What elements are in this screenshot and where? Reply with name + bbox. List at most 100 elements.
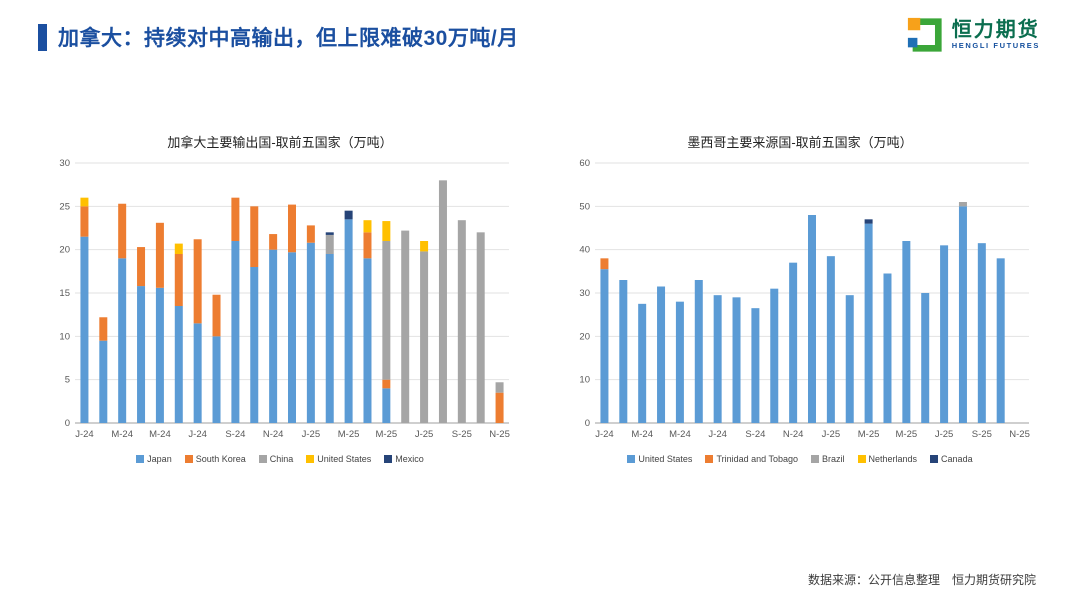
bar-segment	[864, 223, 873, 423]
chart-canada-exports: 加拿大主要输出国-取前五国家（万吨） 0 5 10 15 20 25 30 J-24 M-24 M…	[43, 132, 517, 464]
bar-segment	[344, 219, 353, 423]
y-tick-label: 60	[579, 158, 590, 169]
bar-segment	[382, 388, 391, 423]
bar-segment	[174, 243, 183, 254]
logo-name-cn: 恒力期货	[951, 19, 1040, 42]
y-tick-label: 20	[59, 245, 70, 256]
x-tick-label: M-24	[669, 429, 691, 440]
logo-blue-square	[907, 37, 918, 48]
logo-text: 恒力期货 HENGLI FUTURES	[952, 19, 1040, 51]
mexico-chart-plot: 0 10 20 30 40 50 60 J-24 M-24 M-24 J-24 S-24 N-24 J-2…	[579, 158, 1029, 440]
legend-label: United States	[317, 454, 372, 464]
y-tick-label: 10	[579, 375, 590, 386]
legend-item: Mexico	[384, 454, 424, 464]
bar-segment	[495, 382, 504, 393]
bar-segment	[438, 180, 447, 423]
x-tick-label: J-24	[75, 429, 93, 440]
bar-segment	[212, 336, 221, 423]
hengli-logo-icon	[907, 17, 942, 52]
bar-segment	[420, 241, 429, 252]
bar-segment	[325, 254, 334, 423]
bar-segment	[250, 206, 259, 267]
chart-mexico-imports: 墨西哥主要来源国-取前五国家（万吨） 0 10 20 30 40 50 60 J-24 M-24…	[563, 132, 1037, 464]
x-tick-label: N-24	[783, 429, 804, 440]
bar-segment	[940, 245, 949, 423]
bar-segment	[363, 232, 372, 259]
x-tick-label: J-25	[822, 429, 840, 440]
legend-item: Netherlands	[857, 454, 917, 464]
data-source-note: 数据来源：公开信息整理 恒力期货研究院	[807, 573, 1036, 587]
bar-segment	[155, 222, 164, 288]
legend-label: United States	[638, 454, 693, 464]
x-tick-label: M-25	[338, 429, 360, 440]
x-tick-label: J-24	[595, 429, 613, 440]
bar-segment	[619, 280, 628, 423]
bar-segment	[694, 280, 703, 423]
legend-label: Trinidad and Tobago	[716, 454, 798, 464]
bar-segment	[657, 286, 666, 423]
page-title: 加拿大：持续对中高输出，但上限难破30万吨/月	[58, 27, 519, 50]
bar-segment	[600, 258, 609, 270]
y-tick-label: 50	[579, 201, 590, 212]
x-tick-label: M-24	[149, 429, 171, 440]
bar-segment	[958, 202, 967, 207]
x-tick-label: N-25	[489, 429, 510, 440]
y-tick-label: 30	[579, 288, 590, 299]
bar-segment	[344, 210, 353, 220]
bar-segment	[789, 262, 798, 423]
bar-segment	[977, 243, 986, 423]
bar-segment	[306, 225, 315, 243]
bar-segment	[193, 323, 202, 423]
logo-green-stroke	[912, 18, 942, 52]
charts-row: 加拿大主要输出国-取前五国家（万吨） 0 5 10 15 20 25 30 J-24 M-24 M…	[0, 132, 1080, 464]
bar-segment	[495, 392, 504, 423]
canada-chart-legend: Japan South Korea China United States Mexico	[43, 454, 517, 464]
bar-segment	[288, 204, 296, 253]
legend-swatch	[258, 455, 267, 463]
x-tick-label: J-24	[188, 429, 206, 440]
bar-segment	[80, 206, 89, 237]
logo-name-en: HENGLI FUTURES	[951, 41, 1040, 51]
bar-segment	[600, 269, 609, 423]
bar-segment	[401, 230, 410, 423]
x-tick-label: J-25	[302, 429, 320, 440]
bar-segment	[958, 206, 967, 423]
legend-swatch	[627, 455, 636, 463]
bar-segment	[826, 256, 835, 423]
bar-segment	[118, 203, 127, 259]
x-tick-label: M-24	[111, 429, 133, 440]
legend-swatch	[136, 455, 145, 463]
legend-item: Brazil	[811, 454, 845, 464]
x-tick-label: S-24	[745, 429, 765, 440]
bar-segment	[250, 267, 259, 423]
legend-item: United States	[306, 454, 371, 464]
mexico-chart-title: 墨西哥主要来源国-取前五国家（万吨）	[687, 135, 913, 150]
bar-segment	[883, 273, 892, 423]
y-tick-label: 0	[65, 418, 70, 429]
bar-segment	[363, 220, 372, 233]
bar-segment	[770, 288, 779, 423]
bar-segment	[306, 242, 315, 423]
legend-item: Trinidad and Tobago	[705, 454, 798, 464]
legend-swatch	[857, 455, 866, 463]
bar-segment	[382, 221, 391, 241]
bar-segment	[193, 239, 202, 324]
logo-orange-square	[907, 17, 921, 31]
legend-label: Canada	[941, 454, 973, 464]
bar-segment	[808, 215, 816, 423]
bar-segment	[751, 308, 760, 423]
bar-segment	[174, 306, 183, 423]
bar-segment	[921, 293, 930, 423]
x-tick-label: M-25	[376, 429, 398, 440]
bar-segment	[476, 232, 485, 423]
bar-segment	[325, 232, 334, 235]
legend-swatch	[306, 455, 315, 463]
legend-swatch	[384, 455, 393, 463]
bar-segment	[996, 258, 1005, 423]
y-tick-label: 40	[579, 245, 590, 256]
hengli-logo: 恒力期货 HENGLI FUTURES	[906, 16, 1040, 54]
bar-segment	[231, 241, 240, 423]
legend-item: Canada	[930, 454, 973, 464]
bar-segment	[137, 247, 146, 287]
